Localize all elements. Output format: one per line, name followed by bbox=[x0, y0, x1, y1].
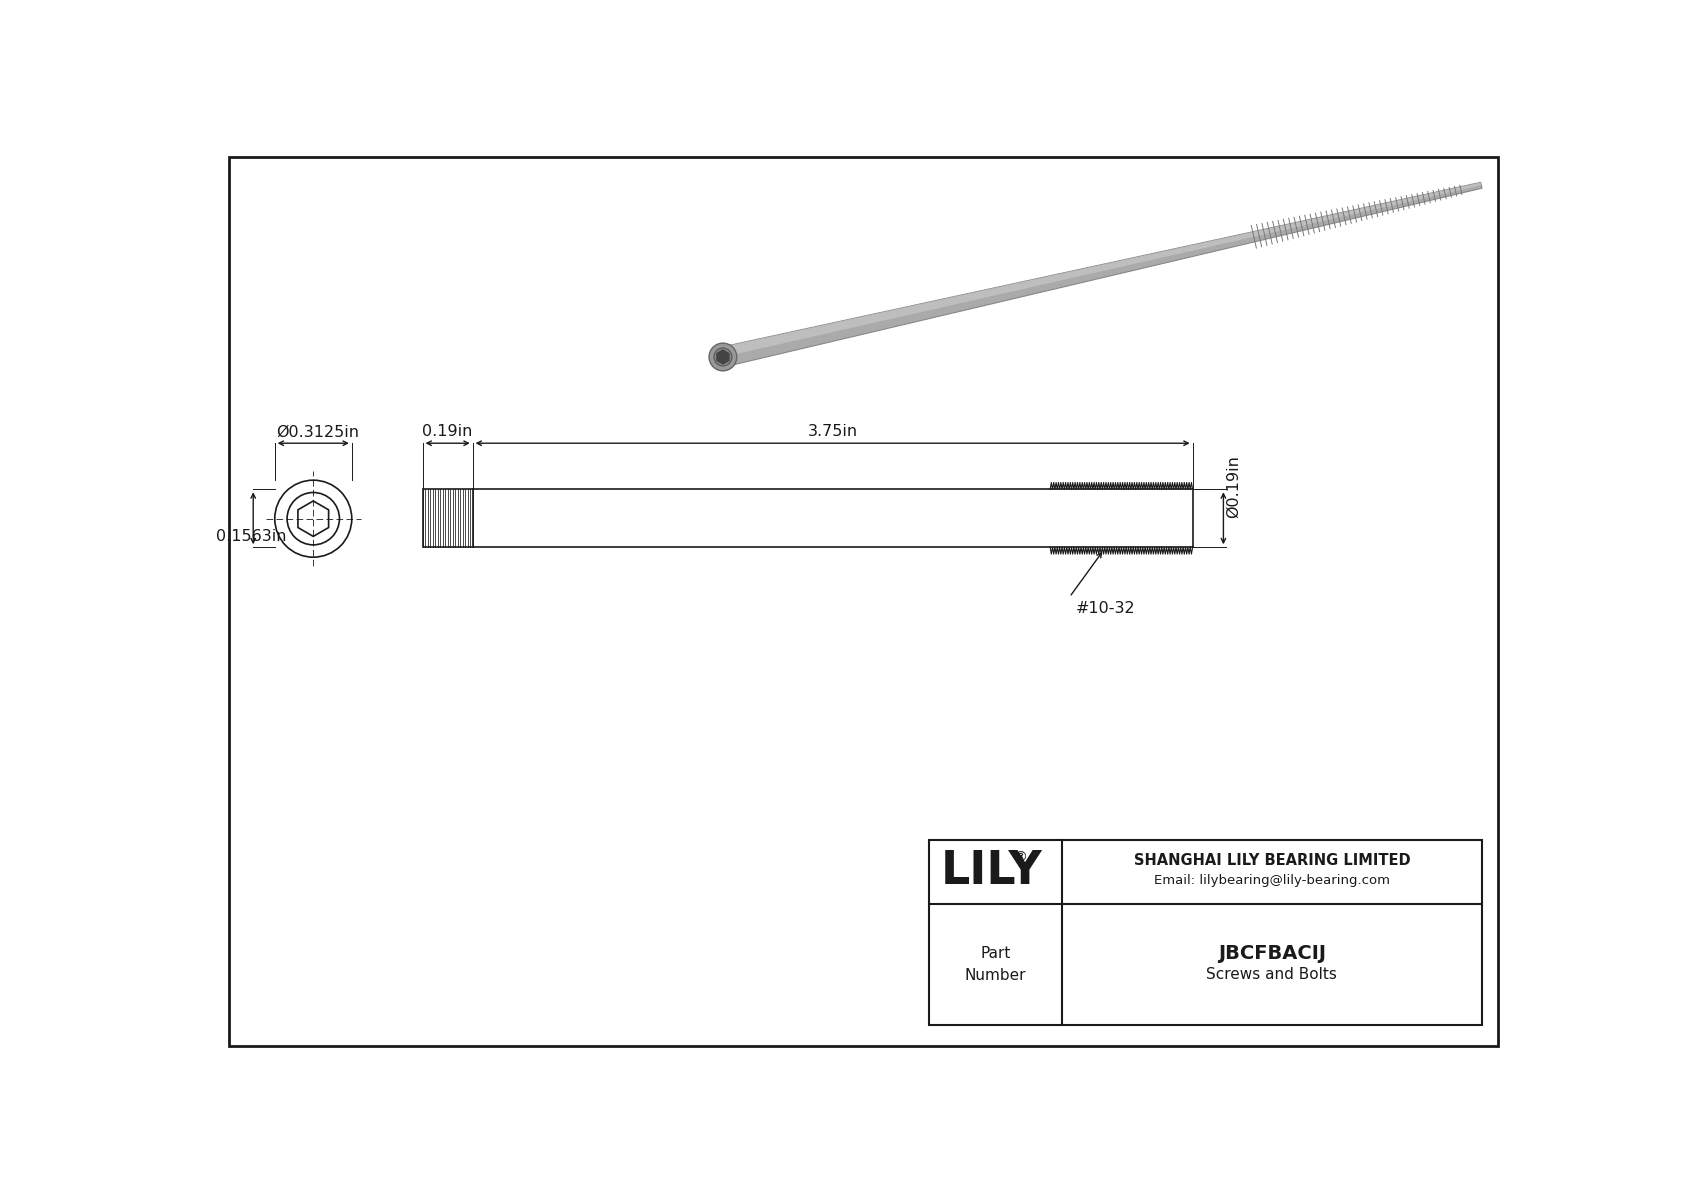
Text: ®: ® bbox=[1014, 850, 1027, 865]
Circle shape bbox=[714, 348, 733, 366]
Polygon shape bbox=[721, 182, 1482, 367]
Bar bbox=[423, 490, 473, 547]
Text: 0.1563in: 0.1563in bbox=[217, 529, 286, 544]
Bar bbox=[930, 840, 1482, 1024]
Circle shape bbox=[709, 343, 738, 370]
Text: 0.19in: 0.19in bbox=[423, 424, 473, 439]
Text: Ø0.3125in: Ø0.3125in bbox=[276, 424, 359, 439]
Text: Email: lilybearing@lily-bearing.com: Email: lilybearing@lily-bearing.com bbox=[1154, 874, 1389, 887]
Text: #10-32: #10-32 bbox=[1076, 601, 1135, 616]
Text: Part
Number: Part Number bbox=[965, 946, 1026, 983]
Text: JBCFBACIJ: JBCFBACIJ bbox=[1218, 943, 1325, 962]
Text: LILY: LILY bbox=[941, 849, 1042, 894]
Polygon shape bbox=[721, 182, 1482, 357]
Text: Screws and Bolts: Screws and Bolts bbox=[1206, 967, 1337, 983]
Polygon shape bbox=[717, 350, 729, 364]
Text: SHANGHAI LILY BEARING LIMITED: SHANGHAI LILY BEARING LIMITED bbox=[1133, 854, 1410, 868]
Text: Ø0.19in: Ø0.19in bbox=[1226, 455, 1241, 518]
Text: 3.75in: 3.75in bbox=[808, 424, 857, 439]
